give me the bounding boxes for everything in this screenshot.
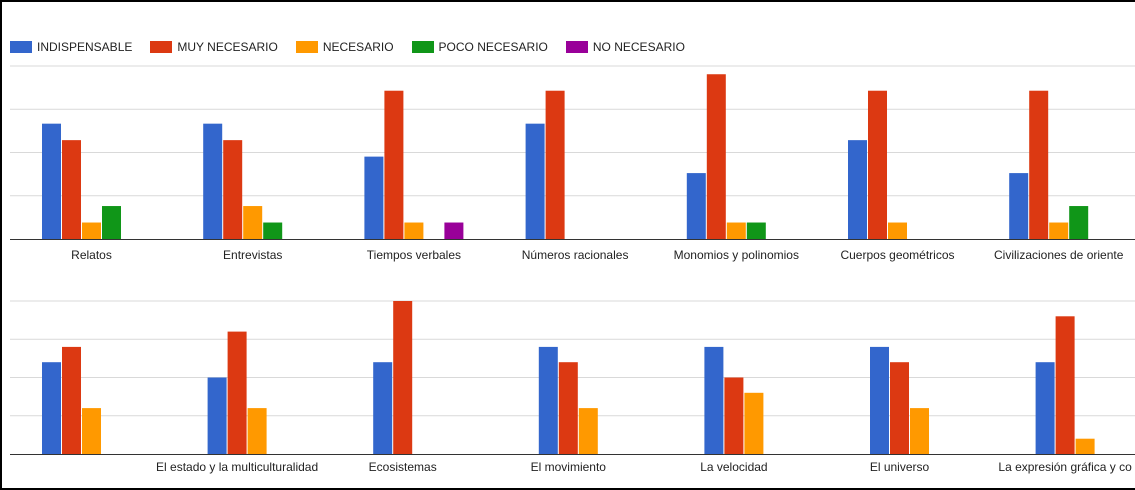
legend-label: NECESARIO — [322, 40, 394, 54]
bar-el-estado-y-la-multiculturalidad-muy-necesario — [227, 331, 247, 454]
bar-monomios-y-polinomios-poco-necesario — [746, 222, 766, 239]
tick-label-relatos: Relatos — [71, 248, 112, 262]
tick-label-la-velocidad: La velocidad — [700, 460, 767, 474]
bar-la-expresion-grafica-y-co-necesario — [1075, 438, 1095, 454]
bar-el-universo-necesario — [910, 408, 929, 454]
bar-la-velocidad-indispensable — [704, 346, 724, 454]
bar-el-universo-indispensable — [870, 346, 889, 454]
bar-monomios-y-polinomios-indispensable — [686, 173, 706, 239]
bar-numeros-racionales-muy-necesario — [545, 90, 565, 239]
bar-monomios-y-polinomios-necesario — [726, 222, 746, 239]
bar-civilizaciones-de-oriente-muy-necesario — [1029, 90, 1049, 239]
bar-entrevistas-necesario — [243, 206, 263, 239]
bar-tiempos-verbales-muy-necesario — [384, 90, 404, 239]
tick-label-tiempos-verbales: Tiempos verbales — [367, 248, 461, 262]
chart-2: El estado y la multiculturalidad Ecosiste… — [10, 300, 1135, 474]
bar-civilizaciones-de-oriente-indispensable — [1009, 173, 1029, 239]
tick-label-civilizaciones-de-oriente: Civilizaciones de oriente — [994, 248, 1124, 262]
bar-la-expresion-grafica-y-co-indispensable — [1035, 362, 1055, 454]
legend-label: NO NECESARIO — [592, 40, 685, 54]
legend-label: POCO NECESARIO — [438, 40, 548, 54]
legend: INDISPENSABLE MUY NECESARIO NECESARIO POCO … — [10, 38, 703, 56]
tick-label-el-estado-y-la-multiculturalidad: El estado y la multiculturalidad — [156, 460, 318, 474]
bar-blank-muy-necesario — [62, 346, 81, 454]
tick-label-monomios-y-polinomios: Monomios y polinomios — [674, 248, 799, 262]
chart-1: Relatos Entrevistas Tiempos verbales Número… — [10, 65, 1135, 262]
bar-monomios-y-polinomios-muy-necesario — [706, 74, 726, 239]
bar-el-estado-y-la-multiculturalidad-indispensable — [207, 377, 227, 454]
legend-item-muy-necesario: MUY NECESARIO — [150, 40, 278, 54]
legend-swatch — [295, 41, 318, 53]
bar-ecosistemas-indispensable — [373, 362, 393, 454]
tick-label-cuerpos-geometricos: Cuerpos geométricos — [840, 248, 954, 262]
bar-entrevistas-poco-necesario — [263, 222, 283, 239]
bar-blank-necesario — [82, 408, 101, 454]
tick-label-ecosistemas: Ecosistemas — [369, 460, 437, 474]
legend-swatch — [150, 41, 173, 53]
bar-relatos-indispensable — [42, 123, 61, 239]
bar-el-movimiento-necesario — [578, 408, 598, 454]
bar-tiempos-verbales-necesario — [404, 222, 424, 239]
bar-la-velocidad-necesario — [744, 392, 764, 454]
bar-el-universo-muy-necesario — [890, 362, 909, 454]
legend-swatch — [565, 41, 588, 53]
legend-label: INDISPENSABLE — [37, 40, 133, 54]
tick-label-entrevistas: Entrevistas — [223, 248, 282, 262]
bar-blank-indispensable — [42, 362, 61, 454]
legend-item-no-necesario: NO NECESARIO — [565, 40, 685, 54]
bar-entrevistas-indispensable — [203, 123, 223, 239]
bar-tiempos-verbales-no-necesario — [444, 222, 464, 239]
tick-label-la-expresion-grafica-y-co: La expresión gráfica y co — [998, 460, 1132, 474]
bar-ecosistemas-muy-necesario — [393, 301, 413, 454]
bar-cuerpos-geometricos-necesario — [888, 222, 907, 239]
legend-swatch — [411, 41, 434, 53]
bar-el-estado-y-la-multiculturalidad-necesario — [247, 408, 267, 454]
bar-la-expresion-grafica-y-co-muy-necesario — [1055, 316, 1075, 454]
bar-civilizaciones-de-oriente-necesario — [1049, 222, 1069, 239]
bar-relatos-poco-necesario — [102, 206, 121, 239]
bar-numeros-racionales-indispensable — [525, 123, 545, 239]
bar-el-movimiento-indispensable — [538, 346, 558, 454]
bar-tiempos-verbales-indispensable — [364, 156, 384, 239]
tick-label-el-movimiento: El movimiento — [531, 460, 607, 474]
legend-item-necesario: NECESARIO — [295, 40, 394, 54]
bar-el-movimiento-muy-necesario — [558, 362, 578, 454]
legend-item-poco-necesario: POCO NECESARIO — [411, 40, 548, 54]
bar-relatos-necesario — [82, 222, 101, 239]
bar-cuerpos-geometricos-indispensable — [848, 140, 867, 239]
legend-label: MUY NECESARIO — [177, 40, 278, 54]
legend-item-indispensable: INDISPENSABLE — [10, 40, 132, 54]
tick-label-el-universo: El universo — [870, 460, 930, 474]
tick-label-numeros-racionales: Números racionales — [522, 248, 629, 262]
bar-la-velocidad-muy-necesario — [724, 377, 744, 454]
bar-entrevistas-muy-necesario — [223, 140, 243, 239]
bar-civilizaciones-de-oriente-poco-necesario — [1069, 206, 1089, 239]
legend-swatch — [10, 41, 32, 53]
bar-relatos-muy-necesario — [62, 140, 81, 239]
bar-cuerpos-geometricos-muy-necesario — [868, 90, 887, 239]
